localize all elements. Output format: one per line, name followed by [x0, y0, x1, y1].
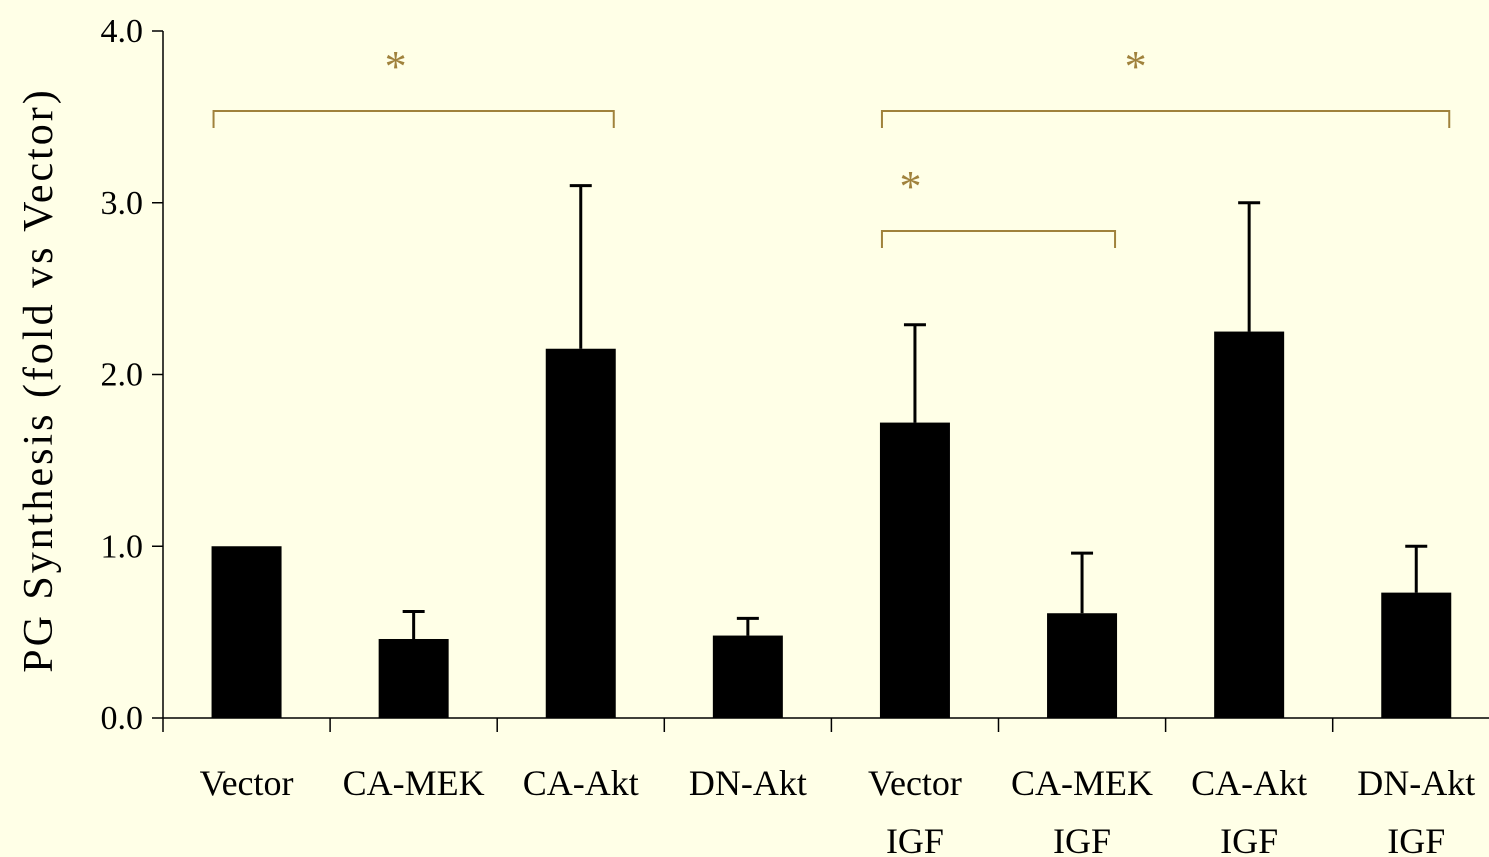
x-tick-label: CA-MEK — [343, 763, 485, 803]
error-bars — [402, 184, 1428, 639]
significance-star: * — [900, 162, 922, 211]
x-tick-label: CA-MEK — [1011, 763, 1153, 803]
y-tick-label: 1.0 — [101, 528, 144, 565]
bar — [1214, 331, 1285, 718]
significance-star: * — [1125, 42, 1147, 91]
x-tick-label: IGF — [1053, 821, 1111, 857]
x-tick-label: DN-Akt — [689, 763, 807, 803]
bar — [545, 348, 616, 718]
bar — [378, 638, 449, 718]
x-tick-label: Vector — [200, 763, 294, 803]
x-tick-label: IGF — [886, 821, 944, 857]
x-axis: Vector CA-MEK CA-Akt DN-Akt Vector IGF CA-MEK I… — [162, 717, 1489, 857]
significance-star: * — [385, 42, 407, 91]
y-axis: 0.0 1.0 2.0 3.0 4.0 — [101, 13, 164, 737]
bar — [879, 422, 950, 718]
y-axis-label: PG Synthesis (fold vs Vector) — [16, 87, 62, 673]
y-tick-label: 0.0 — [101, 700, 144, 737]
bar — [211, 546, 282, 718]
x-tick-label: IGF — [1220, 821, 1278, 857]
y-tick-label: 3.0 — [101, 185, 144, 222]
y-tick-label: 2.0 — [101, 357, 144, 394]
x-tick-label: IGF — [1387, 821, 1445, 857]
y-tick-label: 4.0 — [101, 13, 144, 50]
x-tick-label: Vector — [868, 763, 962, 803]
bar — [1381, 592, 1452, 718]
bars — [211, 331, 1452, 718]
x-tick-label: CA-Akt — [523, 763, 639, 803]
bar — [712, 635, 783, 718]
bar — [1047, 613, 1118, 718]
significance-bracket — [880, 110, 1451, 128]
x-tick-label: DN-Akt — [1357, 763, 1475, 803]
significance-bracket — [880, 230, 1117, 248]
x-tick-label: CA-Akt — [1191, 763, 1307, 803]
significance-brackets: * * * — [212, 42, 1451, 248]
significance-bracket — [212, 110, 615, 128]
